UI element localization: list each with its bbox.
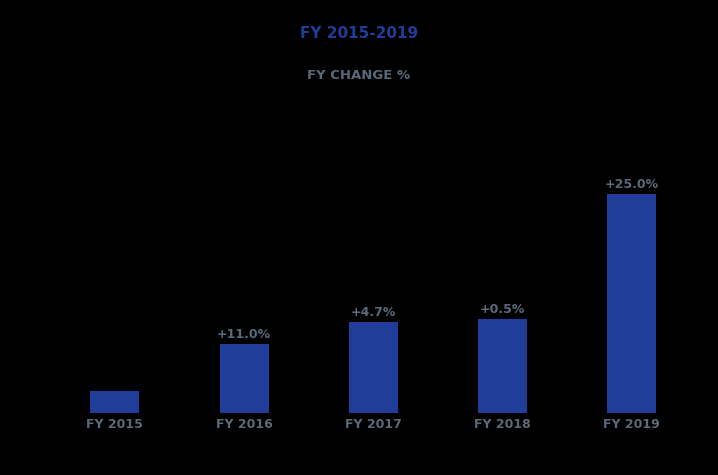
Bar xyxy=(478,319,527,413)
Text: +11.0%: +11.0% xyxy=(217,328,271,341)
Bar xyxy=(349,322,398,413)
Text: +0.5%: +0.5% xyxy=(480,303,526,316)
Bar xyxy=(607,194,656,413)
Bar xyxy=(90,391,139,413)
Bar xyxy=(220,344,269,413)
Text: FY 2015-2019: FY 2015-2019 xyxy=(300,26,418,41)
Text: +4.7%: +4.7% xyxy=(350,306,396,319)
Text: FY CHANGE %: FY CHANGE % xyxy=(307,69,411,82)
Text: +25.0%: +25.0% xyxy=(605,178,659,191)
